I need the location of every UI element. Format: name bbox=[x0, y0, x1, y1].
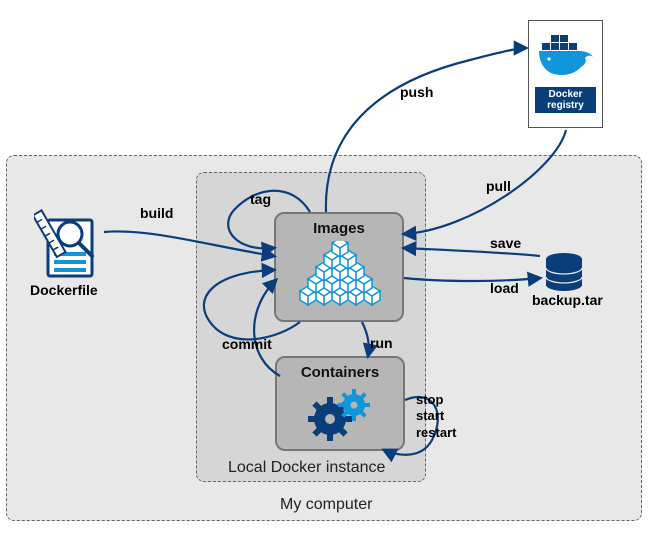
images-node: Images bbox=[274, 212, 404, 322]
label-tag: tag bbox=[250, 191, 271, 207]
label-run: run bbox=[370, 335, 393, 351]
dockerfile-node bbox=[34, 200, 104, 289]
database-stack-icon bbox=[542, 252, 586, 292]
images-stack-icon bbox=[294, 241, 384, 311]
panel-local-docker-label: Local Docker instance bbox=[228, 459, 385, 477]
label-lifecycle: stop start restart bbox=[416, 392, 456, 441]
label-save: save bbox=[490, 235, 521, 251]
backup-node bbox=[542, 248, 586, 297]
containers-node: Containers bbox=[275, 356, 405, 451]
containers-node-title: Containers bbox=[301, 364, 379, 381]
panel-my-computer-label: My computer bbox=[280, 496, 372, 514]
label-load: load bbox=[490, 280, 519, 296]
dockerfile-label: Dockerfile bbox=[30, 282, 98, 298]
label-build: build bbox=[140, 205, 173, 221]
label-commit: commit bbox=[222, 336, 272, 352]
gears-icon bbox=[300, 385, 380, 443]
docker-registry-node: Docker registry bbox=[528, 20, 603, 128]
backup-label: backup.tar bbox=[532, 292, 603, 308]
images-node-title: Images bbox=[313, 220, 365, 237]
dockerfile-icon bbox=[34, 204, 104, 284]
label-push: push bbox=[400, 84, 433, 100]
docker-registry-label: Docker registry bbox=[535, 87, 596, 113]
docker-workflow-diagram: My computer Local Docker instance Docker… bbox=[0, 0, 650, 535]
docker-whale-icon bbox=[537, 31, 595, 83]
label-pull: pull bbox=[486, 178, 511, 194]
